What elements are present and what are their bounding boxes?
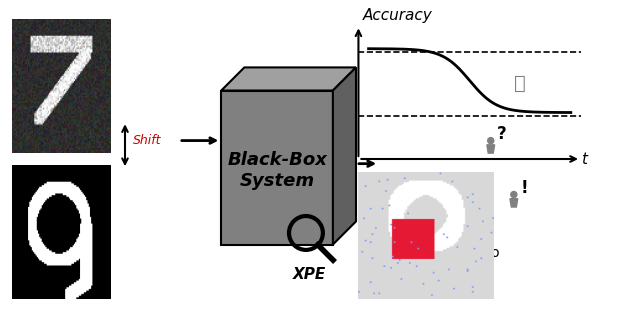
Polygon shape [333,67,356,245]
Text: Shift: Shift [133,134,161,147]
Polygon shape [487,145,494,153]
Text: !: ! [521,179,528,197]
Text: ?: ? [497,125,506,143]
Text: contribution to
loss change: contribution to loss change [397,246,500,277]
Circle shape [488,138,494,144]
Polygon shape [221,67,356,91]
FancyBboxPatch shape [221,91,333,245]
Text: t: t [581,151,587,167]
Text: XPE: XPE [293,267,326,282]
Text: ❓: ❓ [514,74,526,93]
Text: Black-Box: Black-Box [227,151,327,169]
Text: System: System [240,172,315,190]
Polygon shape [510,199,518,207]
Circle shape [511,191,517,197]
Text: Accuracy: Accuracy [363,8,432,23]
